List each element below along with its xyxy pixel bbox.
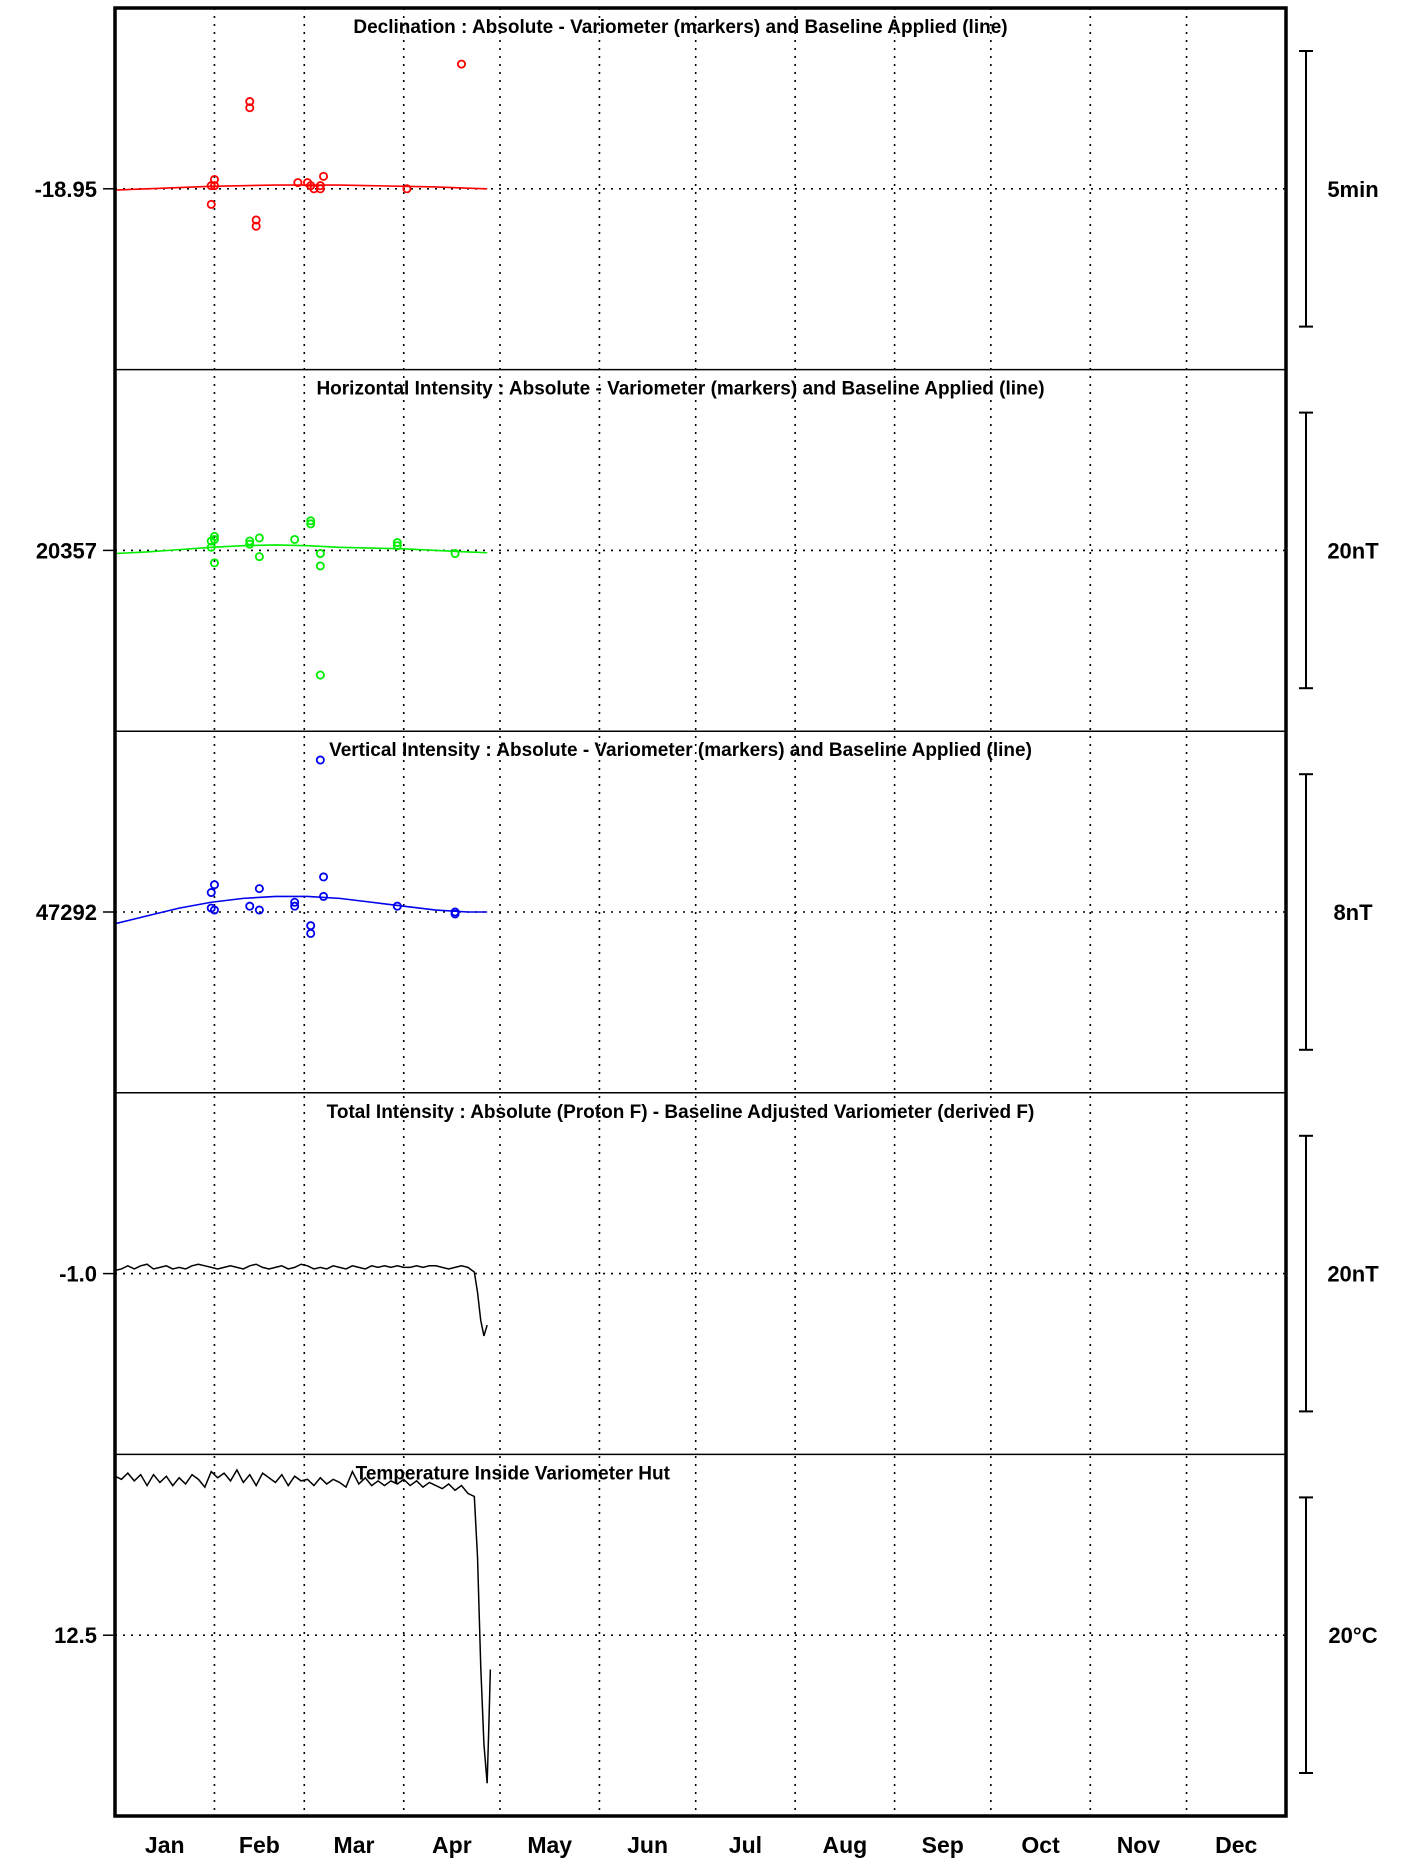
- x-tick-label: Jun: [627, 1832, 668, 1858]
- data-marker: [319, 171, 329, 181]
- data-marker: [290, 897, 300, 907]
- baseline-line: [114, 895, 488, 925]
- data-marker: [245, 97, 255, 107]
- reference-value-label: -1.0: [59, 1262, 97, 1287]
- data-marker: [290, 901, 300, 911]
- data-marker: [206, 542, 216, 552]
- plot-frame: [113, 6, 1288, 1818]
- panel-vertical-intensity: Vertical Intensity : Absolute - Variomet…: [36, 730, 1373, 1051]
- data-marker: [209, 174, 219, 184]
- data-marker: [450, 909, 460, 919]
- scale-label: 8nT: [1333, 900, 1373, 925]
- data-marker: [306, 928, 316, 938]
- data-marker: [392, 538, 402, 548]
- data-marker: [450, 549, 460, 559]
- data-marker: [209, 558, 219, 568]
- x-tick-label: May: [527, 1832, 572, 1858]
- reference-value-label: -18.95: [35, 177, 97, 202]
- data-marker: [315, 549, 325, 559]
- data-marker: [245, 536, 255, 546]
- data-marker: [254, 905, 264, 915]
- data-marker: [209, 534, 219, 544]
- baseline-line: [114, 184, 488, 191]
- data-marker: [319, 891, 329, 901]
- data-marker: [306, 921, 316, 931]
- panel-title: Total Intensity : Absolute (Proton F) - …: [327, 1102, 1035, 1123]
- data-marker: [293, 178, 303, 188]
- reference-value-label: 20357: [36, 538, 97, 563]
- scale-label: 20°C: [1328, 1623, 1377, 1648]
- scale-label: 20nT: [1327, 1262, 1379, 1287]
- data-marker: [456, 59, 466, 69]
- panel-horizontal-intensity: Horizontal Intensity : Absolute - Variom…: [36, 368, 1379, 690]
- x-tick-label: Jul: [729, 1832, 762, 1858]
- x-tick-label: Apr: [432, 1832, 472, 1858]
- plot-border: [113, 6, 1288, 1818]
- reference-value-label: 47292: [36, 900, 97, 925]
- series-line: [114, 1468, 492, 1784]
- data-marker: [319, 872, 329, 882]
- data-marker: [306, 516, 316, 526]
- data-marker: [251, 215, 261, 225]
- scale-label: 5min: [1327, 177, 1378, 202]
- panel-title: Horizontal Intensity : Absolute - Variom…: [316, 379, 1044, 400]
- data-marker: [209, 181, 219, 191]
- data-marker: [392, 541, 402, 551]
- data-marker: [209, 880, 219, 890]
- data-marker: [254, 552, 264, 562]
- data-marker: [315, 561, 325, 571]
- x-tick-label: Feb: [239, 1832, 280, 1858]
- baseline-line: [114, 544, 488, 555]
- data-marker: [315, 670, 325, 680]
- data-marker: [209, 531, 219, 541]
- panel-title: Declination : Absolute - Variometer (mar…: [353, 17, 1007, 38]
- data-marker: [315, 184, 325, 194]
- data-marker: [402, 184, 412, 194]
- data-marker: [206, 199, 216, 209]
- x-tick-label: Sep: [922, 1832, 964, 1858]
- panels: Declination : Absolute - Variometer (mar…: [35, 17, 1379, 1784]
- x-tick-label: Jan: [145, 1832, 185, 1858]
- data-marker: [206, 888, 216, 898]
- x-tick-label: Oct: [1021, 1832, 1060, 1858]
- x-axis: Jan Feb Mar Apr May Jun Jul Aug Sep Oct Nov Dec: [145, 1832, 1258, 1858]
- data-marker: [315, 181, 325, 191]
- data-marker: [290, 534, 300, 544]
- series-line: [114, 1263, 488, 1337]
- x-tick-label: Dec: [1215, 1832, 1257, 1858]
- data-marker: [254, 533, 264, 543]
- panel-total-intensity: Total Intensity : Absolute (Proton F) - …: [59, 1092, 1379, 1413]
- panel-temperature: Temperature Inside Variometer Hut 12.5 20°…: [54, 1453, 1378, 1784]
- data-marker: [245, 539, 255, 549]
- x-tick-label: Aug: [823, 1832, 868, 1858]
- data-marker: [254, 884, 264, 894]
- data-marker: [315, 755, 325, 765]
- panel-title: Temperature Inside Variometer Hut: [356, 1463, 671, 1484]
- panel-declination: Declination : Absolute - Variometer (mar…: [35, 17, 1379, 328]
- data-marker: [245, 901, 255, 911]
- x-tick-label: Mar: [334, 1832, 375, 1858]
- x-tick-label: Nov: [1117, 1832, 1161, 1858]
- data-marker: [306, 519, 316, 529]
- data-marker: [209, 905, 219, 915]
- data-marker: [251, 221, 261, 231]
- scale-label: 20nT: [1327, 538, 1379, 563]
- reference-value-label: 12.5: [54, 1623, 97, 1648]
- data-marker: [245, 103, 255, 113]
- panel-title: Vertical Intensity : Absolute - Variomet…: [329, 740, 1032, 761]
- data-marker: [392, 901, 402, 911]
